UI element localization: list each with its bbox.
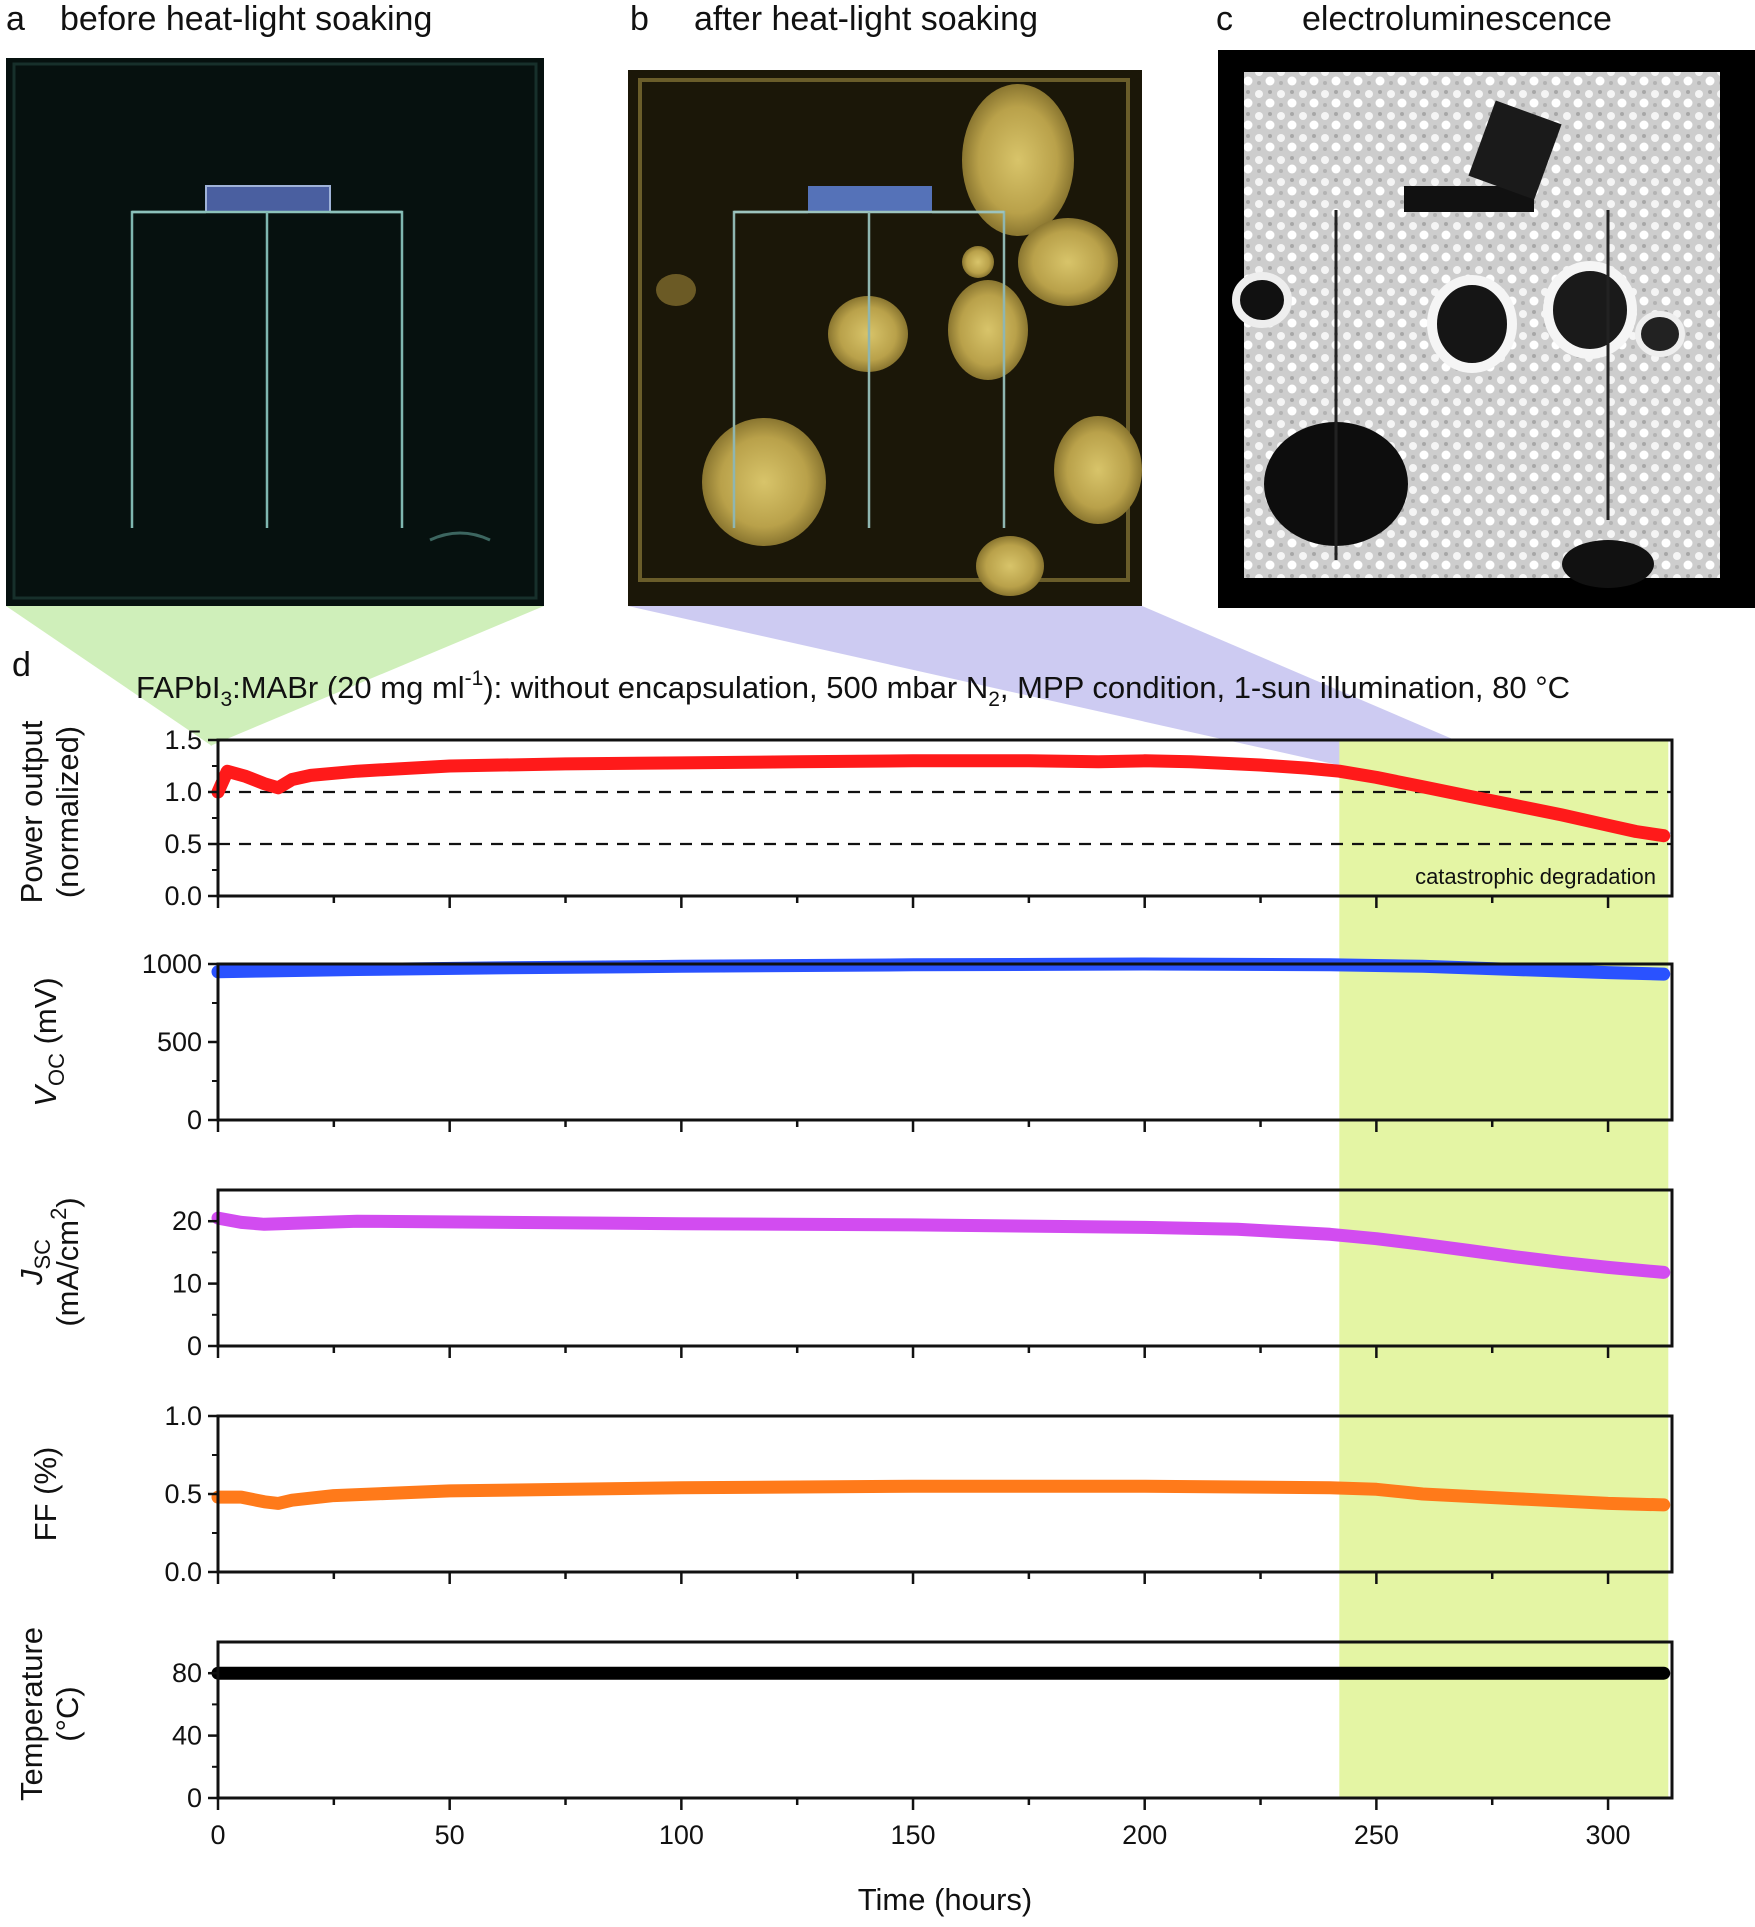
panel-title-a: before heat-light soaking xyxy=(60,0,432,38)
panel-title-b: after heat-light soaking xyxy=(694,0,1038,38)
panel-letter-d: d xyxy=(12,646,31,684)
x-tick-label: 200 xyxy=(1122,1820,1167,1850)
x-tick-label: 150 xyxy=(890,1820,935,1850)
series-line-pce xyxy=(211,754,1671,843)
y-tick-label: 1.5 xyxy=(164,725,202,755)
photo-before-soaking xyxy=(6,58,544,606)
x-tick-label: 250 xyxy=(1354,1820,1399,1850)
series-line-voc xyxy=(211,957,1671,981)
y-tick-label: 40 xyxy=(172,1721,202,1751)
x-tick-label: 0 xyxy=(210,1820,225,1850)
panel-letter-a: a xyxy=(6,0,25,38)
x-tick-label: 50 xyxy=(435,1820,465,1850)
series-line-ff xyxy=(211,1479,1671,1512)
photo-after-soaking xyxy=(628,70,1142,606)
y-tick-label: 80 xyxy=(172,1658,202,1688)
panel-letter-b: b xyxy=(630,0,649,38)
subplot-voc: 0 500 1000 VOC (mV) xyxy=(28,949,1674,1135)
y-tick-label: 0 xyxy=(187,1331,202,1361)
subplot-jsc: 0 10 20 JSC(mA/cm2) xyxy=(14,1188,1674,1361)
connector-wedge-before xyxy=(6,606,544,746)
chart-caption: FAPbI3:MABr (20 mg ml-1): without encaps… xyxy=(136,667,1570,711)
x-tick-label: 100 xyxy=(659,1820,704,1850)
electroluminescence-image xyxy=(1218,50,1755,608)
x-axis-label: Time (hours) xyxy=(858,1882,1033,1917)
y-axis-label-pce: Power output(normalized) xyxy=(14,720,85,903)
y-tick-label: 1.0 xyxy=(164,1401,202,1431)
y-tick-label: 0 xyxy=(187,1783,202,1813)
axes-frame xyxy=(216,1640,1674,1800)
y-tick-label: 0.0 xyxy=(164,1557,202,1587)
y-tick-label: 0.5 xyxy=(164,1479,202,1509)
y-axis-label-temp: Temperature(°C) xyxy=(14,1627,85,1801)
panel-title-c: electroluminescence xyxy=(1302,0,1612,38)
y-tick-label: 1000 xyxy=(142,949,202,979)
series-line-jsc xyxy=(211,1211,1671,1279)
panel-letter-c: c xyxy=(1216,0,1233,38)
axes-frame xyxy=(216,1188,1674,1348)
y-tick-label: 20 xyxy=(172,1206,202,1236)
subplot-pce: 0.0 0.5 1.0 1.5 Power output(normalized) xyxy=(14,720,1674,911)
y-axis-label-ff: FF (%) xyxy=(28,1447,63,1542)
y-axis-label-jsc: JSC(mA/cm2) xyxy=(14,1197,85,1326)
y-tick-label: 0 xyxy=(187,1105,202,1135)
y-tick-label: 500 xyxy=(157,1027,202,1057)
subplot-temp: 0 40 80 Temperature(°C) xyxy=(14,1627,1674,1813)
annotation-catastrophic-degradation: catastrophic degradation xyxy=(1415,864,1656,889)
subplot-ff: 0.0 0.5 1.0 FF (%) xyxy=(28,1401,1674,1587)
y-tick-label: 1.0 xyxy=(164,777,202,807)
y-tick-label: 0.5 xyxy=(164,829,202,859)
y-tick-label: 0.0 xyxy=(164,881,202,911)
x-tick-label: 300 xyxy=(1586,1820,1631,1850)
y-axis-label-voc: VOC (mV) xyxy=(28,977,69,1106)
y-tick-label: 10 xyxy=(172,1269,202,1299)
